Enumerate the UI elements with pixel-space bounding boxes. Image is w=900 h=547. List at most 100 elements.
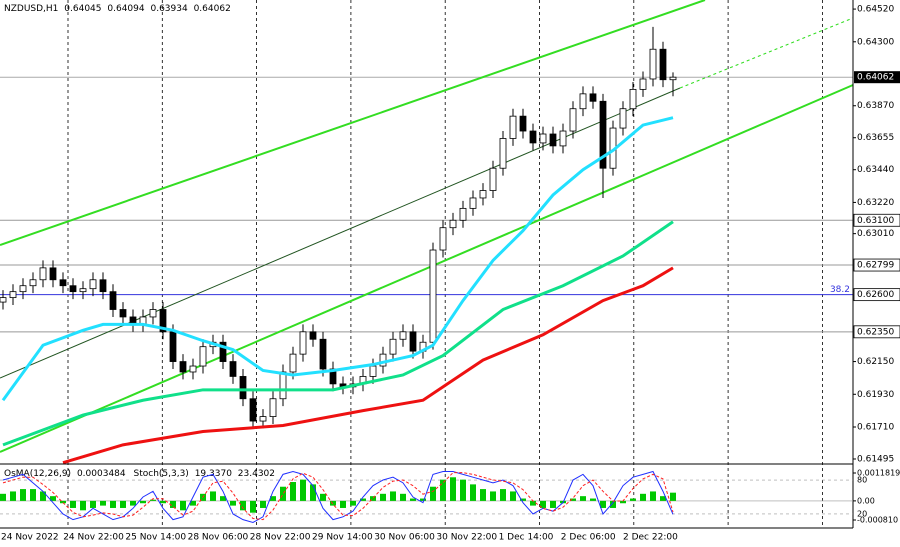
candle-body — [589, 93, 597, 102]
candle-body — [459, 207, 467, 221]
candle-body — [579, 93, 587, 110]
candle-body — [669, 76, 677, 81]
osma-bar — [0, 493, 6, 501]
candle-body — [449, 219, 457, 229]
osma-bar — [270, 496, 276, 501]
osma-bar — [220, 496, 226, 501]
open-value: 0.64045 — [64, 4, 101, 14]
x-tick-label: 1 Dec 14:00 — [499, 533, 554, 543]
stoch-name: Stoch(5,3,3) — [134, 469, 189, 479]
osma-bar — [290, 482, 296, 501]
candle-body — [369, 365, 377, 377]
osma-bar — [370, 496, 376, 501]
moving-average — [62, 266, 674, 465]
osma-bar — [520, 498, 526, 501]
candle-body — [509, 115, 517, 139]
candle-body — [619, 108, 627, 129]
stoch-main-value: 19.3370 — [195, 469, 232, 479]
candle-body — [429, 249, 437, 343]
candle-body — [79, 288, 87, 293]
osma-bar — [20, 489, 26, 501]
osma-bar — [170, 500, 176, 508]
y-tick-label: 0.63220 — [857, 198, 894, 208]
candle-body — [89, 279, 97, 290]
candle-body — [289, 353, 297, 373]
channel-lower — [0, 84, 854, 453]
osma-bar — [640, 493, 646, 501]
level-box — [853, 325, 900, 339]
osma-bar — [630, 498, 636, 501]
candle-body — [49, 267, 57, 281]
candle-body — [489, 167, 497, 191]
candle-body — [479, 190, 487, 199]
level-box — [853, 288, 900, 302]
candle-body — [0, 297, 7, 303]
osc-header: OsMA(12,26,9) 0.0003484 Stoch(5,3,3) 19.… — [4, 469, 275, 479]
osma-name: OsMA(12,26,9) — [4, 469, 71, 479]
osma-bar — [410, 498, 416, 501]
osma-bar — [460, 479, 466, 501]
candle-body — [409, 331, 417, 352]
channel-extension — [679, 17, 854, 89]
x-tick-label: 30 Nov 06:00 — [374, 533, 435, 543]
y-tick-label: 0.61495 — [857, 454, 894, 464]
osma-bar — [90, 500, 96, 508]
osma-bar — [650, 491, 656, 501]
osma-bar — [80, 500, 86, 511]
x-tick-label: 30 Nov 22:00 — [436, 533, 497, 543]
candle-body — [659, 48, 667, 81]
candle-body — [249, 398, 257, 422]
x-tick-label: 2 Dec 06:00 — [561, 533, 616, 543]
candle-body — [169, 331, 177, 362]
osma-bar — [260, 500, 266, 508]
osma-bar — [430, 486, 436, 501]
low-value: 0.63934 — [150, 4, 187, 14]
candle-body — [629, 88, 637, 110]
osma-bar — [360, 498, 366, 501]
osma-bar — [340, 500, 346, 508]
osma-bar — [230, 500, 236, 506]
x-tick-label: 29 Nov 14:00 — [312, 533, 373, 543]
candle-body — [549, 133, 557, 147]
candle-body — [569, 108, 577, 132]
osma-bar — [180, 500, 186, 511]
y-tick-label: 0.61930 — [857, 390, 894, 400]
current-price-box — [854, 71, 900, 84]
osma-bar — [500, 489, 506, 501]
stoch-line — [2, 470, 674, 524]
candle-body — [539, 133, 547, 144]
level-label: 0.62799 — [857, 261, 894, 271]
y-tick-label: 0.63870 — [857, 101, 894, 111]
x-tick-label: 24 Nov 2022 — [1, 533, 59, 543]
x-tick-label: 24 Nov 22:00 — [63, 533, 124, 543]
channel-mid — [0, 87, 681, 379]
x-tick-label: 28 Nov 06:00 — [188, 533, 249, 543]
candle-body — [99, 279, 107, 293]
osma-bar — [140, 500, 146, 504]
osma-bar — [570, 498, 576, 501]
candle-body — [499, 138, 507, 169]
level-label: 0.62350 — [857, 327, 894, 337]
candle-body — [649, 48, 657, 80]
osma-bar — [110, 500, 116, 508]
osma-bar — [540, 500, 546, 508]
osma-bar — [60, 500, 66, 504]
osma-bar — [670, 492, 676, 501]
candle-body — [439, 227, 447, 251]
candle-body — [59, 279, 67, 287]
osma-bar — [50, 496, 56, 501]
osma-bar — [440, 479, 446, 501]
osma-bar — [400, 493, 406, 501]
level-box — [853, 213, 900, 227]
candle-body — [189, 365, 197, 373]
candle-body — [119, 309, 127, 318]
osma-bar — [10, 491, 16, 501]
y-tick-label: 0.63010 — [857, 229, 894, 239]
osma-bar — [120, 500, 126, 508]
osma-bar — [510, 491, 516, 501]
osma-bar — [590, 498, 596, 501]
osma-bar — [100, 500, 106, 506]
osma-bar — [330, 500, 336, 506]
